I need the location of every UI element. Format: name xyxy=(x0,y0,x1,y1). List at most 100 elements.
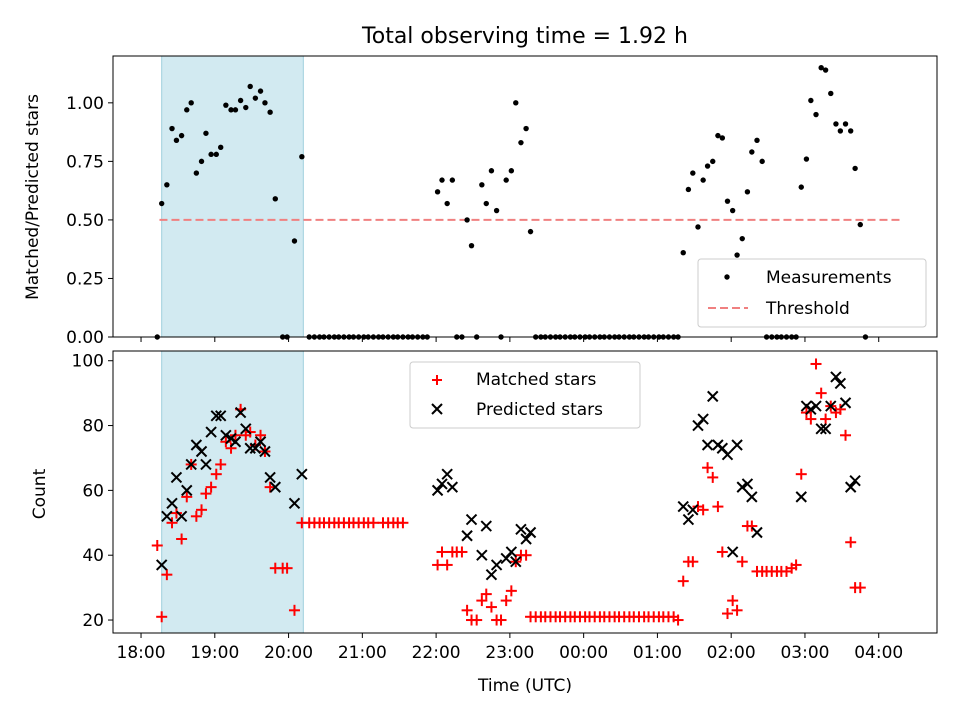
matched-point-108 xyxy=(727,595,739,607)
matched-point-122 xyxy=(795,468,807,480)
predicted-point-43-b xyxy=(682,513,695,526)
bottom-y-tick-label-0: 20 xyxy=(82,611,104,631)
matched-point-61 xyxy=(495,614,507,626)
matched-point-106 xyxy=(716,546,728,558)
measurement-point-9 xyxy=(198,158,205,165)
predicted-point-58 xyxy=(795,491,807,503)
matched-point-124 xyxy=(805,413,817,425)
predicted-point-18-b xyxy=(244,442,256,454)
predicted-point-18 xyxy=(244,442,256,454)
measurement-point-28 xyxy=(299,153,305,160)
predicted-point-21-b xyxy=(259,445,271,458)
matched-point-97 xyxy=(672,614,684,626)
measurement-point-110 xyxy=(710,158,716,165)
predicted-point-29 xyxy=(446,481,459,493)
predicted-point-65-b xyxy=(830,371,842,383)
bottom-x-tick-label-5: 23:00 xyxy=(485,643,534,663)
top-shade-rect xyxy=(161,55,304,338)
predicted-point-6 xyxy=(185,458,197,471)
predicted-point-21 xyxy=(259,445,271,458)
predicted-point-2 xyxy=(166,497,178,510)
predicted-point-53-b xyxy=(731,439,743,451)
predicted-point-1 xyxy=(161,510,173,523)
matched-point-66 xyxy=(520,549,532,561)
measurement-point-109 xyxy=(704,163,711,169)
matched-point-4 xyxy=(170,507,182,519)
measurement-point-7 xyxy=(188,100,194,106)
matched-point-0 xyxy=(151,539,163,551)
matched-point-23 xyxy=(264,481,276,493)
predicted-point-69 xyxy=(849,474,861,487)
measurement-point-12 xyxy=(213,151,219,158)
matched-point-42 xyxy=(367,517,379,529)
measurement-point-22 xyxy=(262,100,268,106)
bottom-x-tick-label-8: 02:00 xyxy=(707,643,756,663)
matched-point-47 xyxy=(397,517,409,529)
predicted-point-31 xyxy=(465,513,478,526)
predicted-point-17 xyxy=(240,423,252,435)
measurement-point-128 xyxy=(798,184,804,190)
top-y-axis-label: Matched/Predicted stars xyxy=(23,94,43,300)
matched-point-56 xyxy=(471,614,483,626)
legend-matched-marker xyxy=(432,375,442,385)
predicted-point-69-b xyxy=(849,474,861,487)
measurement-point-27 xyxy=(291,238,298,244)
predicted-point-41 xyxy=(524,526,537,539)
measurement-point-24 xyxy=(272,196,278,202)
measurement-point-140 xyxy=(857,221,863,228)
legend-predicted-label: Predicted stars xyxy=(476,400,603,420)
matched-point-14 xyxy=(220,436,232,448)
matched-point-131 xyxy=(840,429,852,441)
measurement-point-72 xyxy=(523,125,529,132)
bottom-x-tick-label-1: 19:00 xyxy=(190,643,239,663)
measurement-point-6 xyxy=(184,107,190,113)
matched-point-59 xyxy=(485,601,497,613)
matched-point-5 xyxy=(176,533,188,545)
predicted-point-0-b xyxy=(155,559,168,571)
matched-point-15 xyxy=(225,442,237,454)
measurement-point-63 xyxy=(479,182,485,188)
measurement-point-3 xyxy=(169,125,175,132)
matched-point-104 xyxy=(707,471,719,483)
measurement-point-135 xyxy=(833,121,839,127)
measurement-point-69 xyxy=(508,168,515,174)
bottom-x-tick-label-3: 21:00 xyxy=(338,643,387,663)
predicted-point-47-b xyxy=(701,439,714,451)
predicted-point-35 xyxy=(490,559,503,571)
bottom-y-axis: 20 40 60 80 100 xyxy=(72,352,113,631)
measurement-point-19 xyxy=(247,83,253,90)
predicted-point-16-b xyxy=(234,406,247,419)
predicted-point-33 xyxy=(480,520,492,532)
measurement-point-118 xyxy=(749,149,755,155)
predicted-point-27-b xyxy=(436,478,448,490)
figure-title: Total observing time = 1.92 h xyxy=(361,24,688,49)
predicted-point-38 xyxy=(510,555,522,568)
predicted-point-10 xyxy=(205,426,217,438)
bottom-y-tick-label-4: 100 xyxy=(72,352,104,372)
predicted-point-55-b xyxy=(741,478,754,490)
bottom-x-tick-label-2: 20:00 xyxy=(264,643,313,663)
measurement-point-112 xyxy=(719,135,726,141)
predicted-point-40-b xyxy=(520,533,532,545)
measurement-point-105 xyxy=(685,186,692,193)
measurement-point-60 xyxy=(464,217,470,223)
predicted-point-24 xyxy=(288,497,301,510)
predicted-point-33-b xyxy=(480,520,492,532)
predicted-point-39 xyxy=(515,523,527,535)
measurement-point-133 xyxy=(822,67,829,73)
matched-point-12 xyxy=(210,468,222,480)
top-legend: Measurements Threshold xyxy=(697,258,927,328)
bottom-legend: Matched stars Predicted stars xyxy=(409,361,641,429)
predicted-point-43 xyxy=(682,513,695,526)
predicted-point-58-b xyxy=(795,491,807,503)
matched-point-127 xyxy=(820,413,832,425)
predicted-point-34 xyxy=(485,568,498,581)
matched-point-2 xyxy=(161,569,173,581)
bottom-axes-frame xyxy=(112,350,938,634)
predicted-point-24-b xyxy=(288,497,301,510)
matched-point-54 xyxy=(461,604,473,616)
predicted-point-57 xyxy=(751,526,763,539)
measurement-point-70 xyxy=(513,100,519,106)
measurement-point-129 xyxy=(803,156,810,162)
predicted-point-29-b xyxy=(446,481,459,493)
